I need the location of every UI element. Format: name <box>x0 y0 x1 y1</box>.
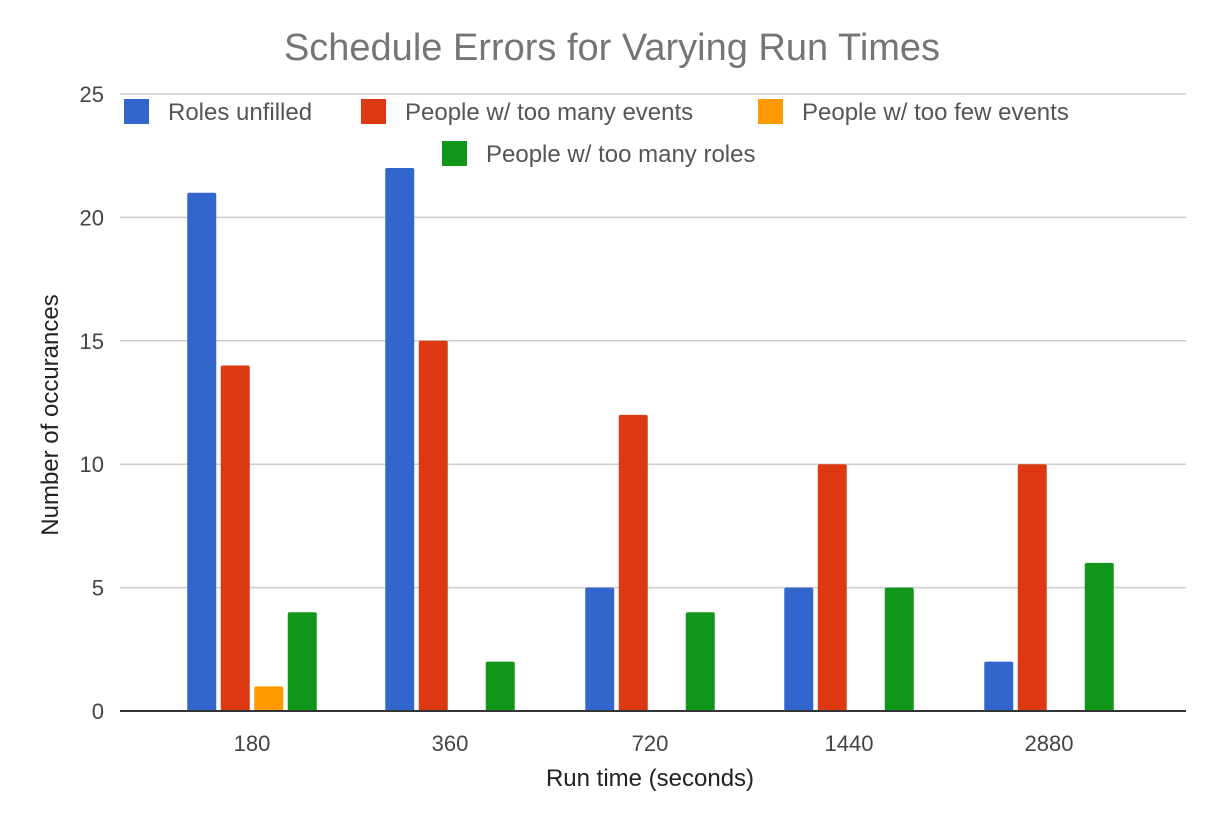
y-tick-label: 0 <box>92 699 104 724</box>
x-tick-label: 2880 <box>1025 731 1074 756</box>
legend-swatch <box>442 141 467 166</box>
x-axis-ticks: 180 360 720 1440 2880 <box>234 731 1074 756</box>
x-tick-label: 360 <box>432 731 469 756</box>
legend-swatch <box>361 99 386 124</box>
bar <box>187 192 217 712</box>
legend-swatch <box>758 99 783 124</box>
bar <box>485 661 515 711</box>
legend-label: People w/ too few events <box>802 99 1069 126</box>
legend-label: Roles unfilled <box>168 99 312 126</box>
legend-label: People w/ too many roles <box>486 141 755 168</box>
bar <box>618 414 648 711</box>
legend-swatch <box>124 99 149 124</box>
bar <box>1084 562 1114 711</box>
legend-item: People w/ too many roles <box>442 141 755 168</box>
series-2 <box>254 686 284 711</box>
x-tick-label: 720 <box>632 731 669 756</box>
gridlines <box>120 93 1186 589</box>
bar <box>418 340 448 711</box>
y-tick-label: 20 <box>80 205 104 230</box>
x-axis-title: Run time (seconds) <box>546 765 754 792</box>
y-axis-title: Number of occurances <box>37 294 64 535</box>
bar <box>585 587 615 711</box>
y-tick-label: 10 <box>80 452 104 477</box>
x-tick-label: 180 <box>234 731 271 756</box>
legend: Roles unfilled People w/ too many events P… <box>124 99 1069 168</box>
bar <box>984 661 1014 711</box>
bar <box>220 365 250 711</box>
y-axis-ticks: 0 5 10 15 20 25 <box>80 82 104 724</box>
legend-item: People w/ too few events <box>758 99 1069 126</box>
bars <box>187 168 1114 712</box>
bar <box>784 587 814 711</box>
series-1 <box>220 340 1047 711</box>
bar <box>817 464 847 711</box>
series-3 <box>287 562 1114 711</box>
legend-item: People w/ too many events <box>361 99 693 126</box>
y-tick-label: 5 <box>92 576 104 601</box>
bar <box>287 612 317 711</box>
bar <box>385 168 415 712</box>
legend-label: People w/ too many events <box>405 99 693 126</box>
y-tick-label: 15 <box>80 329 104 354</box>
series-0 <box>187 168 1014 712</box>
chart-title: Schedule Errors for Varying Run Times <box>284 27 940 69</box>
bar <box>1017 464 1047 711</box>
bar <box>884 587 914 711</box>
legend-item: Roles unfilled <box>124 99 312 126</box>
bar <box>685 612 715 711</box>
x-tick-label: 1440 <box>825 731 874 756</box>
y-tick-label: 25 <box>80 82 104 107</box>
bar <box>254 686 284 711</box>
